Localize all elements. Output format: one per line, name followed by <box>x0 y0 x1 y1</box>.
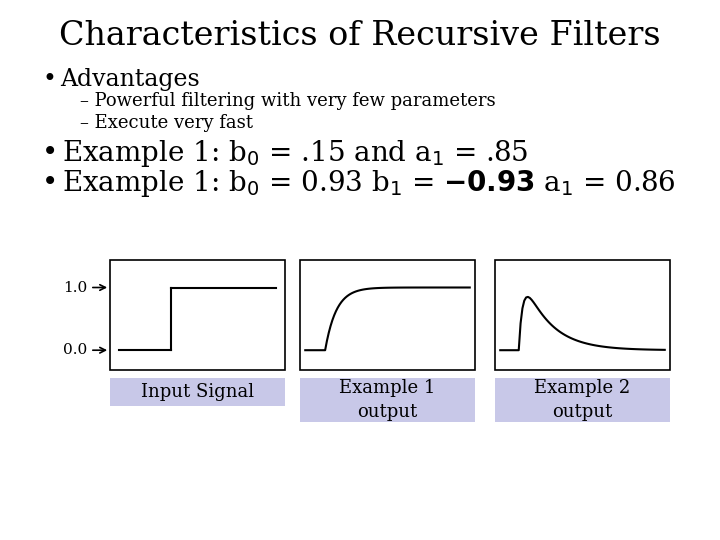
Bar <box>110 378 285 406</box>
Text: •: • <box>42 140 58 167</box>
Bar <box>300 260 475 370</box>
Bar <box>300 378 475 422</box>
Text: •: • <box>42 68 56 91</box>
Text: Example 2
output: Example 2 output <box>534 379 631 421</box>
Text: Advantages: Advantages <box>60 68 199 91</box>
Text: Characteristics of Recursive Filters: Characteristics of Recursive Filters <box>59 20 661 52</box>
Text: 0.0: 0.0 <box>63 343 87 357</box>
Text: Example 1: b$_0$ = .15 and a$_1$ = .85: Example 1: b$_0$ = .15 and a$_1$ = .85 <box>62 138 528 169</box>
Text: Example 1
output: Example 1 output <box>339 379 436 421</box>
Text: – Execute very fast: – Execute very fast <box>80 114 253 132</box>
Bar <box>110 260 285 370</box>
Bar <box>495 260 670 370</box>
Text: Example 1: b$_0$ = 0.93 b$_1$ = $\mathbf{-0.93}$ a$_1$ = 0.86: Example 1: b$_0$ = 0.93 b$_1$ = $\mathbf… <box>62 168 675 199</box>
Bar <box>495 378 670 422</box>
Text: – Powerful filtering with very few parameters: – Powerful filtering with very few param… <box>80 92 495 110</box>
Text: Input Signal: Input Signal <box>141 383 254 401</box>
Text: 1.0: 1.0 <box>63 280 87 294</box>
Text: •: • <box>42 170 58 197</box>
